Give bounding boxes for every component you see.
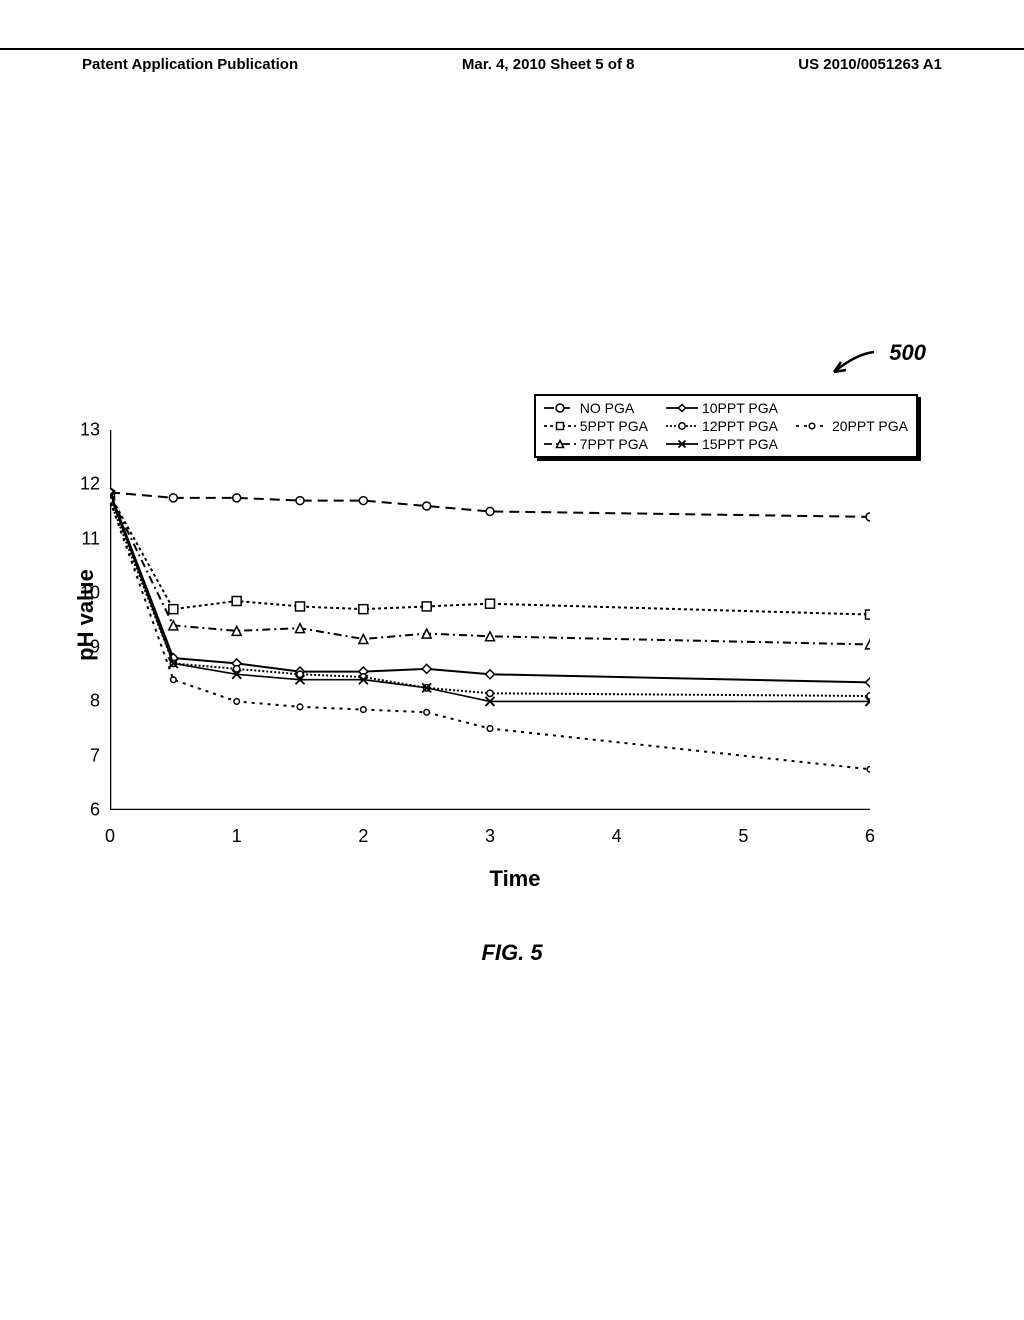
chart-container: NO PGA 10PPT PGA 5PPT PGA 12PPT PGA 20PPT PG… bbox=[110, 400, 920, 830]
ytick-label: 7 bbox=[90, 745, 100, 766]
ytick-label: 6 bbox=[90, 800, 100, 821]
x-axis-label: Time bbox=[490, 866, 541, 892]
legend-label: 15PPT PGA bbox=[702, 436, 778, 452]
legend-item: 10PPT PGA bbox=[666, 400, 778, 416]
legend-item: 20PPT PGA bbox=[796, 418, 908, 434]
legend-item: 12PPT PGA bbox=[666, 418, 778, 434]
legend-item: 7PPT PGA bbox=[544, 436, 648, 452]
legend-item: NO PGA bbox=[544, 400, 648, 416]
xtick-label: 4 bbox=[612, 826, 622, 847]
header-left: Patent Application Publication bbox=[82, 56, 298, 73]
legend-item bbox=[796, 400, 908, 416]
ytick-label: 13 bbox=[80, 420, 100, 441]
figure-reference-number: 500 bbox=[889, 340, 926, 366]
header-center: Mar. 4, 2010 Sheet 5 of 8 bbox=[462, 56, 635, 73]
reference-arrow-icon bbox=[826, 348, 876, 378]
ytick-label: 10 bbox=[80, 582, 100, 603]
legend-label: 12PPT PGA bbox=[702, 418, 778, 434]
header-right: US 2010/0051263 A1 bbox=[798, 56, 942, 73]
page-header: Patent Application Publication Mar. 4, 2… bbox=[0, 48, 1024, 73]
ytick-label: 9 bbox=[90, 637, 100, 658]
legend-item bbox=[796, 436, 908, 452]
xtick-label: 0 bbox=[105, 826, 115, 847]
figure-caption: FIG. 5 bbox=[481, 940, 542, 966]
legend-label: 10PPT PGA bbox=[702, 400, 778, 416]
xtick-label: 1 bbox=[232, 826, 242, 847]
chart-plot bbox=[110, 430, 870, 810]
xtick-label: 5 bbox=[738, 826, 748, 847]
chart-legend: NO PGA 10PPT PGA 5PPT PGA 12PPT PGA 20PPT PG… bbox=[534, 394, 918, 458]
legend-item: 5PPT PGA bbox=[544, 418, 648, 434]
xtick-label: 3 bbox=[485, 826, 495, 847]
xtick-label: 2 bbox=[358, 826, 368, 847]
legend-label: 7PPT PGA bbox=[580, 436, 648, 452]
xtick-label: 6 bbox=[865, 826, 875, 847]
legend-label: 20PPT PGA bbox=[832, 418, 908, 434]
legend-label: NO PGA bbox=[580, 400, 634, 416]
ytick-label: 11 bbox=[81, 528, 100, 549]
legend-item: 15PPT PGA bbox=[666, 436, 778, 452]
legend-label: 5PPT PGA bbox=[580, 418, 648, 434]
ytick-label: 8 bbox=[90, 691, 100, 712]
ytick-label: 12 bbox=[80, 474, 100, 495]
